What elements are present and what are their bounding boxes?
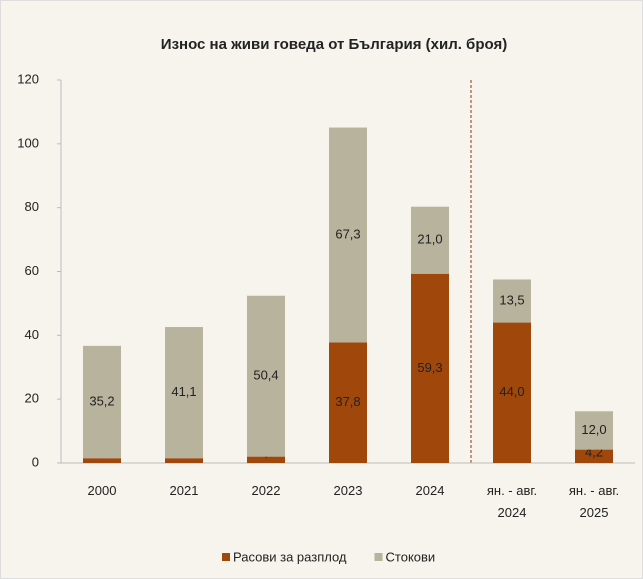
x-tick-label: 2022 (251, 483, 281, 498)
bar-segment (411, 206, 449, 274)
bar-segment (329, 342, 367, 463)
y-tick-label: 20 (25, 391, 39, 406)
y-tick-label: 60 (25, 263, 39, 278)
x-tick-label: 2024 (415, 483, 445, 498)
x-tick-label: ян. - авг. 2024 (486, 483, 538, 520)
bar-segment (165, 327, 203, 459)
y-tick-label: 120 (17, 71, 39, 86)
y-tick-label: 100 (17, 135, 39, 150)
legend-label: Стокови (386, 549, 436, 564)
x-tick-label: ян. - авг. 2025 (568, 483, 620, 520)
data-label: 59,3 (417, 360, 442, 375)
bar-segment (575, 449, 613, 463)
data-label: 13,5 (499, 292, 524, 307)
data-label: 37,8 (335, 394, 360, 409)
legend-swatch (374, 553, 383, 561)
x-tick-label: 2021 (169, 483, 199, 498)
y-tick-label: 0 (32, 454, 39, 469)
bar-segment (411, 273, 449, 463)
y-tick-label: 80 (25, 199, 39, 214)
data-label: 12,0 (581, 422, 606, 437)
legend-label: Расови за разплод (233, 549, 347, 564)
bar-segment (83, 345, 121, 459)
legend-swatch (222, 553, 230, 561)
bar-segment (247, 295, 285, 457)
bar-segment (575, 411, 613, 450)
bar-segment (493, 322, 531, 463)
data-label: 44,0 (499, 384, 524, 399)
data-label: 67,3 (335, 226, 360, 241)
bar-segment (165, 458, 203, 463)
data-label: 41,1 (171, 384, 196, 399)
bar-segment (247, 456, 285, 463)
x-tick-label: 2000 (87, 483, 117, 498)
y-tick-label: 40 (25, 327, 39, 342)
data-label: 35,2 (89, 393, 114, 408)
data-label: 21,0 (417, 232, 442, 247)
bar-segment (329, 127, 367, 343)
bar-segment (83, 458, 121, 463)
bar-segment (493, 279, 531, 323)
x-tick-label: 2023 (333, 483, 363, 498)
data-label: 50,4 (253, 368, 278, 383)
chart-title: Износ на живи говеда от България (хил. б… (161, 36, 507, 53)
